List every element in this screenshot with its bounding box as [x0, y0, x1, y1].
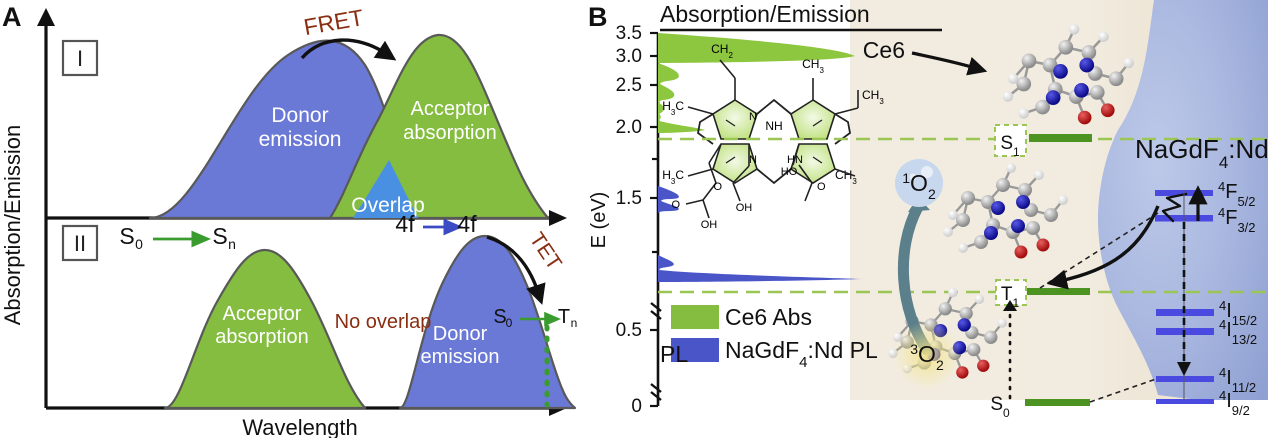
svg-text:A: A — [2, 2, 22, 32]
svg-text:0: 0 — [631, 396, 642, 417]
svg-text:CH3: CH3 — [802, 57, 824, 75]
svg-text:H3C: H3C — [662, 99, 684, 117]
svg-text:PL: PL — [660, 341, 688, 367]
svg-text:3.0: 3.0 — [616, 46, 642, 67]
svg-text:emission: emission — [259, 128, 342, 151]
svg-text:0.5: 0.5 — [616, 320, 642, 341]
svg-text:S: S — [212, 223, 227, 249]
svg-text:T: T — [558, 306, 570, 328]
svg-text:Ce6: Ce6 — [863, 37, 905, 63]
svg-text:emission: emission — [421, 346, 500, 368]
svg-text:absorption: absorption — [403, 122, 496, 144]
svg-text:Acceptor: Acceptor — [223, 303, 302, 325]
svg-text:2.0: 2.0 — [616, 117, 642, 138]
svg-text:B: B — [588, 2, 608, 32]
svg-text:S: S — [119, 223, 134, 249]
svg-text:Absorption/Emission: Absorption/Emission — [0, 125, 25, 326]
svg-text:absorption: absorption — [215, 326, 308, 348]
svg-text:2.5: 2.5 — [616, 75, 642, 96]
svg-text:Absorption/Emission: Absorption/Emission — [660, 1, 870, 27]
svg-text:n: n — [571, 316, 578, 330]
svg-text:NH: NH — [765, 119, 782, 133]
svg-text:Donor: Donor — [433, 323, 488, 345]
svg-text:Acceptor: Acceptor — [411, 98, 490, 120]
svg-text:O: O — [671, 199, 680, 211]
svg-text:0: 0 — [506, 316, 513, 330]
svg-text:HO: HO — [781, 166, 798, 178]
svg-text:H3C: H3C — [662, 168, 684, 186]
svg-text:n: n — [228, 236, 236, 252]
svg-text:O: O — [713, 181, 722, 193]
svg-text:3.5: 3.5 — [616, 23, 642, 44]
svg-text:No overlap: No overlap — [335, 311, 432, 333]
svg-text:Ce6 Abs: Ce6 Abs — [725, 304, 812, 330]
svg-text:FRET: FRET — [302, 4, 366, 40]
svg-text:4f: 4f — [457, 211, 477, 237]
svg-text:TET: TET — [525, 228, 566, 274]
svg-text:O: O — [817, 181, 826, 193]
svg-text:4f: 4f — [395, 211, 415, 237]
svg-text:S: S — [493, 306, 506, 328]
svg-text:Wavelength: Wavelength — [242, 415, 357, 438]
svg-text:1.5: 1.5 — [616, 188, 642, 209]
svg-text:Donor: Donor — [271, 104, 328, 127]
svg-text:N: N — [749, 154, 757, 166]
svg-text:N: N — [749, 111, 757, 123]
svg-text:E (eV): E (eV) — [588, 192, 610, 249]
svg-text:II: II — [74, 231, 86, 256]
svg-text:0: 0 — [135, 236, 143, 252]
svg-text:I: I — [77, 46, 83, 71]
svg-text:OH: OH — [736, 202, 753, 214]
svg-text:OH: OH — [701, 219, 718, 231]
